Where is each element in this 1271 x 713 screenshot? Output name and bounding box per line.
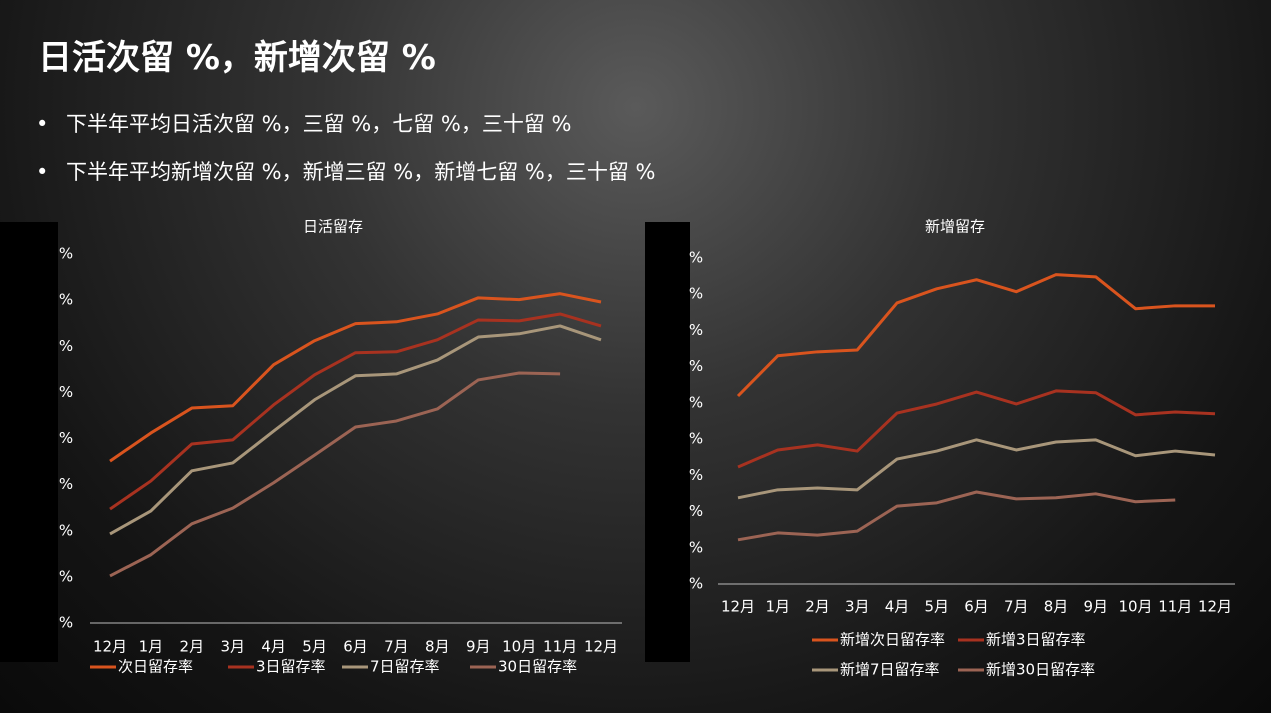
y-tick-label: %: [689, 502, 703, 520]
y-tick-label: %: [689, 357, 703, 375]
y-tick-label: %: [689, 538, 703, 556]
legend-label: 次日留存率: [118, 658, 193, 676]
bullet: 下半年平均新增次留 %，新增三留 %，新增七留 %，三十留 %: [36, 152, 656, 200]
y-tick-label: %: [689, 285, 703, 303]
y-tick-label: %: [59, 245, 73, 263]
series-line: [109, 324, 602, 536]
x-tick-label: 4月: [885, 598, 910, 616]
y-tick-label: %: [689, 466, 703, 484]
y-tick-label: %: [59, 521, 73, 539]
bullet: 下半年平均日活次留 %，三留 %，七留 %，三十留 %: [36, 104, 656, 152]
y-tick-label: %: [689, 575, 703, 593]
x-tick-label: 6月: [964, 598, 989, 616]
series-line: [736, 273, 1215, 398]
x-tick-label: 12月: [721, 598, 755, 616]
x-tick-label: 7月: [384, 638, 409, 656]
x-tick-label: 12月: [584, 638, 618, 656]
x-tick-label: 10月: [1118, 598, 1152, 616]
legend-label: 7日留存率: [370, 658, 440, 676]
slide-title: 日活次留 %，新增次留 %: [38, 38, 436, 78]
series-line: [737, 438, 1216, 500]
x-tick-label: 5月: [924, 598, 949, 616]
chart-title: 新增留存: [925, 218, 985, 236]
y-tick-label: %: [59, 475, 73, 493]
series-line: [109, 371, 561, 578]
x-tick-label: 7月: [1004, 598, 1029, 616]
y-tick-label: %: [59, 291, 73, 309]
x-tick-label: 5月: [302, 638, 327, 656]
mask-box: [645, 222, 690, 662]
x-tick-label: 6月: [343, 638, 368, 656]
y-tick-label: %: [59, 567, 73, 585]
legend-label: 新增7日留存率: [840, 661, 940, 679]
y-tick-label: %: [59, 614, 73, 632]
x-tick-label: 11月: [1158, 598, 1192, 616]
y-tick-label: %: [59, 337, 73, 355]
x-tick-label: 10月: [502, 638, 536, 656]
bullet-list: 下半年平均日活次留 %，三留 %，七留 %，三十留 % 下半年平均新增次留 %，…: [36, 104, 656, 200]
y-tick-label: %: [689, 321, 703, 339]
x-tick-label: 1月: [765, 598, 790, 616]
x-tick-label: 11月: [543, 638, 577, 656]
mask-box: [0, 222, 58, 662]
y-tick-label: %: [689, 393, 703, 411]
x-tick-label: 3月: [220, 638, 245, 656]
legend-label: 新增次日留存率: [840, 631, 945, 649]
chart-title: 日活留存: [303, 218, 363, 236]
series-line: [737, 389, 1216, 469]
x-tick-label: 2月: [180, 638, 205, 656]
x-tick-label: 12月: [93, 638, 127, 656]
x-tick-label: 8月: [1044, 598, 1069, 616]
x-tick-label: 9月: [466, 638, 491, 656]
series-line: [109, 292, 602, 463]
y-tick-label: %: [59, 429, 73, 447]
legend-label: 新增3日留存率: [986, 631, 1086, 649]
x-tick-label: 9月: [1083, 598, 1108, 616]
x-tick-label: 12月: [1198, 598, 1232, 616]
legend-label: 30日留存率: [498, 658, 577, 676]
series-line: [737, 490, 1176, 542]
x-tick-label: 8月: [425, 638, 450, 656]
legend-label: 3日留存率: [256, 658, 326, 676]
series-line: [109, 312, 602, 511]
x-tick-label: 1月: [139, 638, 164, 656]
legend-label: 新增30日留存率: [986, 661, 1095, 679]
y-tick-label: %: [59, 383, 73, 401]
x-tick-label: 4月: [261, 638, 286, 656]
x-tick-label: 2月: [805, 598, 830, 616]
x-tick-label: 3月: [845, 598, 870, 616]
y-tick-label: %: [689, 249, 703, 267]
y-tick-label: %: [689, 430, 703, 448]
